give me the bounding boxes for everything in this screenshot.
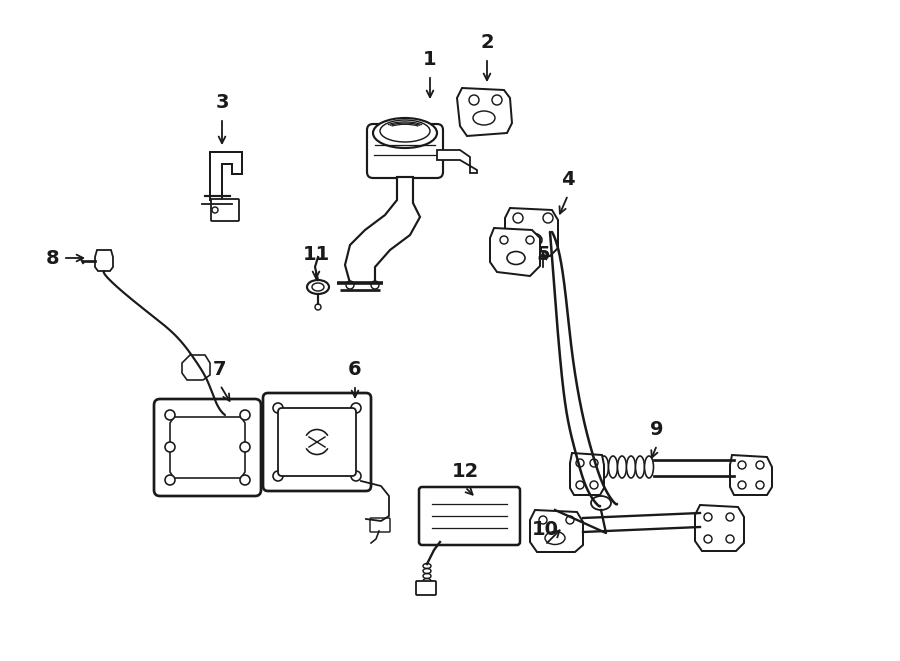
- Ellipse shape: [644, 456, 653, 478]
- Circle shape: [726, 535, 734, 543]
- Ellipse shape: [626, 456, 635, 478]
- Circle shape: [351, 403, 361, 413]
- Circle shape: [212, 207, 218, 213]
- Ellipse shape: [312, 283, 324, 291]
- Text: 2: 2: [481, 33, 494, 52]
- FancyBboxPatch shape: [370, 518, 390, 532]
- Circle shape: [590, 481, 598, 489]
- Polygon shape: [530, 510, 583, 552]
- Circle shape: [756, 461, 764, 469]
- Ellipse shape: [507, 251, 525, 264]
- Polygon shape: [490, 228, 540, 276]
- Circle shape: [346, 281, 354, 289]
- Circle shape: [756, 481, 764, 489]
- Text: 6: 6: [348, 360, 362, 379]
- Circle shape: [165, 475, 175, 485]
- Circle shape: [539, 516, 547, 524]
- Circle shape: [590, 459, 598, 467]
- Text: 4: 4: [562, 170, 575, 189]
- Circle shape: [273, 403, 283, 413]
- Circle shape: [165, 442, 175, 452]
- Circle shape: [738, 481, 746, 489]
- Circle shape: [726, 513, 734, 521]
- Text: 9: 9: [650, 420, 664, 439]
- FancyBboxPatch shape: [263, 393, 371, 491]
- Circle shape: [492, 95, 502, 105]
- Ellipse shape: [591, 496, 611, 510]
- Circle shape: [500, 236, 508, 244]
- Polygon shape: [345, 177, 420, 283]
- Ellipse shape: [473, 111, 495, 125]
- Circle shape: [566, 516, 574, 524]
- Text: 8: 8: [45, 249, 59, 268]
- FancyBboxPatch shape: [215, 408, 239, 427]
- Polygon shape: [95, 250, 113, 271]
- Ellipse shape: [373, 118, 437, 148]
- Circle shape: [165, 410, 175, 420]
- Ellipse shape: [307, 280, 329, 294]
- Text: 3: 3: [215, 93, 229, 112]
- Circle shape: [469, 95, 479, 105]
- Circle shape: [240, 442, 250, 452]
- Text: 1: 1: [423, 50, 436, 69]
- Circle shape: [351, 471, 361, 481]
- Circle shape: [240, 410, 250, 420]
- Text: 12: 12: [452, 462, 479, 481]
- Circle shape: [704, 535, 712, 543]
- Circle shape: [704, 513, 712, 521]
- FancyBboxPatch shape: [211, 199, 239, 221]
- Polygon shape: [505, 208, 558, 256]
- Polygon shape: [210, 152, 242, 200]
- Polygon shape: [437, 150, 477, 173]
- Text: 7: 7: [213, 360, 227, 379]
- Polygon shape: [730, 455, 772, 495]
- Circle shape: [513, 213, 523, 223]
- FancyBboxPatch shape: [419, 487, 520, 545]
- Text: 10: 10: [532, 520, 559, 539]
- Circle shape: [240, 475, 250, 485]
- FancyBboxPatch shape: [416, 581, 436, 595]
- Circle shape: [526, 236, 534, 244]
- FancyBboxPatch shape: [278, 408, 356, 476]
- Circle shape: [371, 281, 379, 289]
- Circle shape: [738, 461, 746, 469]
- Ellipse shape: [608, 456, 617, 478]
- Text: 11: 11: [302, 245, 329, 264]
- Polygon shape: [695, 505, 744, 551]
- Ellipse shape: [635, 456, 644, 478]
- Text: 5: 5: [536, 245, 550, 264]
- Ellipse shape: [522, 233, 542, 247]
- FancyBboxPatch shape: [367, 124, 443, 178]
- Polygon shape: [457, 88, 512, 136]
- Polygon shape: [570, 453, 604, 495]
- Circle shape: [543, 213, 553, 223]
- Circle shape: [576, 459, 584, 467]
- FancyBboxPatch shape: [154, 399, 261, 496]
- Ellipse shape: [545, 531, 565, 545]
- Ellipse shape: [599, 456, 608, 478]
- Circle shape: [273, 471, 283, 481]
- Circle shape: [315, 304, 321, 310]
- Circle shape: [576, 481, 584, 489]
- Polygon shape: [182, 355, 210, 380]
- Ellipse shape: [617, 456, 626, 478]
- Ellipse shape: [380, 120, 430, 142]
